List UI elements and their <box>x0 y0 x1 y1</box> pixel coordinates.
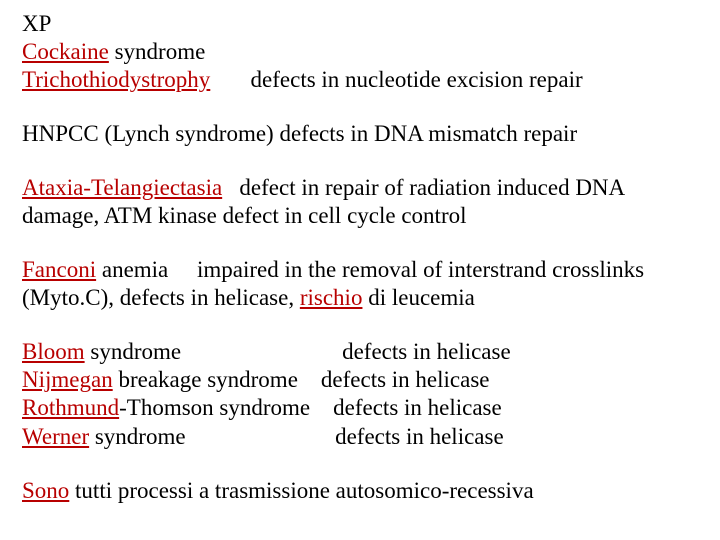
text: syndrome <box>109 38 205 66</box>
text: defect in repair of radiation induced DN… <box>222 174 625 202</box>
line-bloom: Bloom syndrome defects in helicase <box>22 338 698 366</box>
desc: defects in helicase <box>342 338 511 366</box>
line-nijmegan: Nijmegan breakage syndrome defects in he… <box>22 366 698 394</box>
line: Sono tutti processi a trasmissione autos… <box>22 477 698 505</box>
line1: Ataxia-Telangiectasia defect in repair o… <box>22 174 698 202</box>
text: -Thomson syndrome <box>119 394 333 422</box>
text: XP <box>22 10 51 38</box>
slide-content: XP Cockaine syndrome Trichothiodystrophy… <box>0 0 720 505</box>
line-trichothiodystrophy: Trichothiodystrophy defects in nucleotid… <box>22 66 698 94</box>
name-rothmund: Rothmund <box>22 394 119 422</box>
text: di leucemia <box>362 284 474 312</box>
line: HNPCC (Lynch syndrome) defects in DNA mi… <box>22 120 698 148</box>
ataxia-block: Ataxia-Telangiectasia defect in repair o… <box>22 174 698 230</box>
desc: impaired in the removal of interstrand c… <box>197 256 644 284</box>
name-fanconi: Fanconi <box>22 256 96 284</box>
line2: (Myto.C), defects in helicase, rischio d… <box>22 284 698 312</box>
text: damage, ATM kinase defect in cell cycle … <box>22 202 467 230</box>
desc: defects in helicase <box>321 366 490 394</box>
text: anemia <box>96 256 197 284</box>
name-cockaine: Cockaine <box>22 38 109 66</box>
word-sono: Sono <box>22 477 69 505</box>
text: syndrome <box>89 423 335 451</box>
ner-group: XP Cockaine syndrome Trichothiodystrophy… <box>22 10 698 94</box>
fanconi-block: Fanconi anemia impaired in the removal o… <box>22 256 698 312</box>
line-werner: Werner syndrome defects in helicase <box>22 423 698 451</box>
name-ataxia: Ataxia-Telangiectasia <box>22 174 222 202</box>
line-rothmund: Rothmund-Thomson syndrome defects in hel… <box>22 394 698 422</box>
text: syndrome <box>85 338 342 366</box>
line-cockaine: Cockaine syndrome <box>22 38 698 66</box>
text: (Myto.C), defects in helicase, <box>22 284 300 312</box>
name-nijmegan: Nijmegan <box>22 366 113 394</box>
name-trichothiodystrophy: Trichothiodystrophy <box>22 66 210 94</box>
desc: defects in nucleotide excision repair <box>251 66 583 94</box>
text: tutti processi a trasmissione autosomico… <box>69 477 533 505</box>
spacer <box>210 66 250 94</box>
text: breakage syndrome <box>113 366 321 394</box>
line2: damage, ATM kinase defect in cell cycle … <box>22 202 698 230</box>
desc: defects in helicase <box>335 423 504 451</box>
hnpcc-line: HNPCC (Lynch syndrome) defects in DNA mi… <box>22 120 698 148</box>
label: HNPCC (Lynch syndrome) <box>22 120 279 148</box>
helicase-group: Bloom syndrome defects in helicase Nijme… <box>22 338 698 450</box>
footer-line: Sono tutti processi a trasmissione autos… <box>22 477 698 505</box>
desc: defects in DNA mismatch repair <box>279 120 577 148</box>
line-xp: XP <box>22 10 698 38</box>
name-werner: Werner <box>22 423 89 451</box>
word-rischio: rischio <box>300 284 363 312</box>
desc: defects in helicase <box>333 394 502 422</box>
name-bloom: Bloom <box>22 338 85 366</box>
line1: Fanconi anemia impaired in the removal o… <box>22 256 698 284</box>
